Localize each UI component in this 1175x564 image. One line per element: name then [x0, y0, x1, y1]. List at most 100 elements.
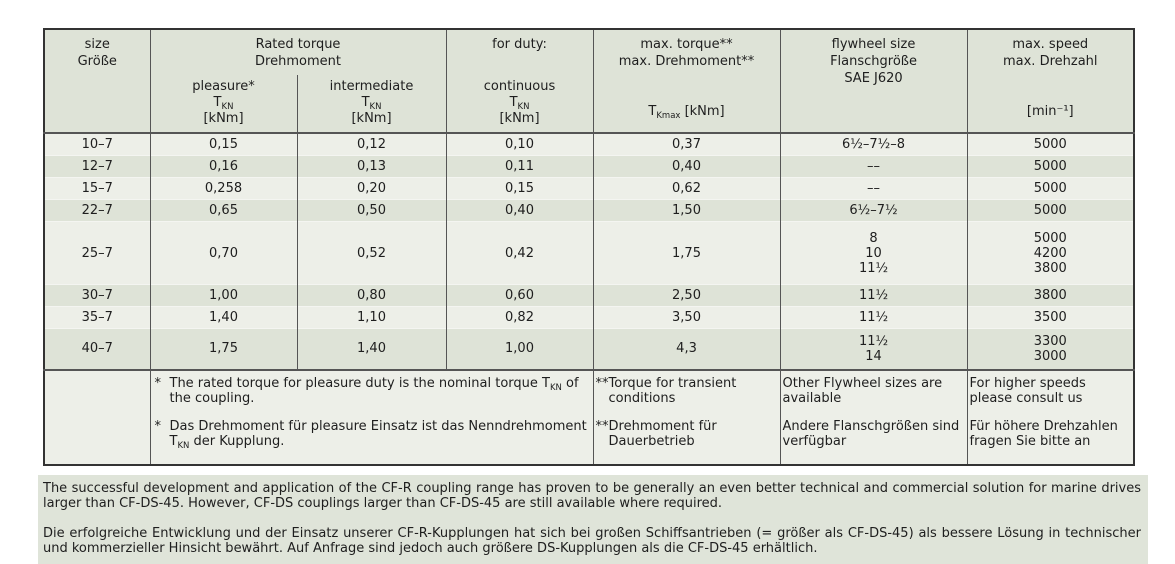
- footnote-text-pre: Das Drehmoment für pleasure Einsatz ist …: [169, 418, 587, 449]
- size-header-lines: size Größe: [45, 30, 149, 70]
- cell-max-speed: 3800: [966, 284, 1135, 307]
- cell-intermediate-torque: 1,10: [296, 306, 447, 329]
- cell-pleasure-torque: 0,15: [149, 133, 298, 156]
- coupling-spec-table: size Größe Rated torque Drehmoment for d…: [43, 28, 1136, 466]
- continuous-subheader-lines: continuous TKN [kNm]: [447, 75, 592, 127]
- note-paragraph-de: Die erfolgreiche Entwicklung und der Ein…: [43, 525, 1141, 557]
- pleasure-unit: [kNm]: [203, 111, 244, 126]
- flywheel-header-lines: flywheel size Flanschgröße SAE J620: [781, 30, 966, 87]
- cell-intermediate-torque: 0,20: [296, 177, 447, 200]
- cell-pleasure-torque: 1,00: [149, 284, 298, 307]
- cell-continuous-torque: 0,11: [445, 155, 594, 178]
- cell-max-torque: 2,50: [592, 284, 781, 307]
- cell-flywheel-size: ––: [779, 155, 968, 178]
- flywheel-label-de: Flanschgröße: [830, 54, 917, 69]
- footnote-flywheel: Other Flywheel sizes are available Ander…: [779, 368, 968, 465]
- cell-max-torque: 4,3: [592, 328, 781, 370]
- cell-size: 15–7: [43, 177, 151, 200]
- size-label-en: size: [84, 37, 110, 52]
- footnote-flywheel-en: Other Flywheel sizes are available: [782, 375, 943, 406]
- symbol-subscript: KN: [221, 102, 234, 112]
- footnote-text: The rated torque for pleasure duty is th…: [170, 376, 590, 406]
- footnote-text: Drehmoment für Dauerbetrieb: [608, 418, 717, 449]
- footnote-rated-de: * Das Drehmoment für pleasure Einsatz is…: [153, 418, 590, 451]
- cell-flywheel-size: 8 10 11½: [779, 221, 968, 285]
- cell-intermediate-torque: 0,80: [296, 284, 447, 307]
- max-torque-label-de: max. Drehmoment**: [618, 54, 755, 69]
- continuous-unit: [kNm]: [499, 111, 540, 126]
- table-row: 25–7 0,70 0,52 0,42 1,75 8 10 11½ 5000 4…: [43, 221, 1135, 285]
- header-row-sub: pleasure* TKN [kNm] intermediate TKN [kN…: [44, 75, 1134, 134]
- col-header-size: size Größe: [43, 29, 151, 134]
- footnote-subscript: KN: [549, 382, 562, 393]
- cell-intermediate-torque: 0,13: [296, 155, 447, 178]
- torque-symbol-subscript: Kmax: [656, 111, 681, 121]
- cell-pleasure-torque: 0,70: [149, 221, 298, 285]
- footnote-row: * The rated torque for pleasure duty is …: [43, 368, 1135, 465]
- cell-flywheel-size: 11½: [779, 284, 968, 307]
- cell-intermediate-torque: 0,52: [296, 221, 447, 285]
- table-row: 40–7 1,75 1,40 1,00 4,3 11½ 14 3300 3000: [43, 328, 1135, 370]
- footnote-max-torque: ** Torque for transient conditions ** Dr…: [592, 368, 781, 465]
- cell-continuous-torque: 0,10: [445, 133, 594, 156]
- footnote-speed: For higher speeds please consult us Für …: [966, 368, 1135, 465]
- cell-intermediate-torque: 1,40: [296, 328, 447, 370]
- cell-continuous-torque: 0,42: [445, 221, 594, 285]
- intermediate-unit: [kNm]: [351, 111, 392, 126]
- cell-max-torque: 0,37: [592, 133, 781, 156]
- torque-symbol-base: T: [648, 104, 657, 119]
- cell-max-speed: 3300 3000: [966, 328, 1135, 370]
- cell-max-speed: 5000: [966, 133, 1135, 156]
- max-speed-header-lines: max. speed max. Drehzahl: [968, 30, 1133, 70]
- symbol-base: T: [361, 95, 370, 110]
- footnote-text: Das Drehmoment für pleasure Einsatz ist …: [169, 418, 590, 451]
- pleasure-label: pleasure*: [192, 79, 255, 94]
- cell-size: 30–7: [43, 284, 151, 307]
- cell-max-torque: 0,40: [592, 155, 781, 178]
- cell-flywheel-size: 11½ 14: [779, 328, 968, 370]
- cell-intermediate-torque: 0,12: [296, 133, 447, 156]
- size-label-de: Größe: [77, 54, 117, 69]
- flywheel-standard: SAE J620: [844, 71, 903, 86]
- rated-torque-label-de: Drehmoment: [255, 54, 341, 69]
- notes-block: The successful development and applicati…: [38, 474, 1148, 564]
- subheader-intermediate: intermediate TKN [kNm]: [296, 75, 447, 134]
- col-header-flywheel: flywheel size Flanschgröße SAE J620: [779, 29, 968, 134]
- cell-continuous-torque: 0,82: [445, 306, 594, 329]
- table-header: size Größe Rated torque Drehmoment for d…: [43, 29, 1135, 134]
- table-row: 22–7 0,65 0,50 0,40 1,50 6½–7½ 5000: [43, 199, 1135, 222]
- continuous-symbol: TKN: [447, 95, 592, 111]
- footnote-max-torque-en: ** Torque for transient conditions: [596, 376, 777, 406]
- rated-torque-header-lines: Rated torque Drehmoment: [151, 30, 445, 70]
- footnote-rated-torque: * The rated torque for pleasure duty is …: [149, 368, 594, 465]
- rated-torque-label-en: Rated torque: [255, 37, 341, 52]
- cell-flywheel-size: 6½–7½: [779, 199, 968, 222]
- for-duty-label: for duty:: [492, 37, 547, 52]
- subheader-continuous: continuous TKN [kNm]: [445, 75, 594, 134]
- max-speed-label-en: max. speed: [1012, 37, 1089, 52]
- cell-flywheel-size: ––: [779, 177, 968, 200]
- footnote-subscript: KN: [177, 440, 190, 451]
- symbol-subscript: KN: [369, 102, 382, 112]
- footnote-speed-en: For higher speeds please consult us: [969, 375, 1086, 406]
- cell-pleasure-torque: 1,75: [149, 328, 298, 370]
- cell-size: 40–7: [43, 328, 151, 370]
- continuous-label: continuous: [483, 79, 556, 94]
- max-speed-unit: [min⁻¹]: [1026, 104, 1074, 119]
- footnote-marker: **: [595, 375, 609, 391]
- cell-continuous-torque: 0,40: [445, 199, 594, 222]
- footnote-max-torque-de: ** Drehmoment für Dauerbetrieb: [596, 419, 777, 449]
- table-row: 35–7 1,40 1,10 0,82 3,50 11½ 3500: [43, 306, 1135, 329]
- footnote-text-post: der Kupplung.: [189, 433, 285, 449]
- footnote-empty-cell: [43, 368, 151, 465]
- flywheel-label-en: flywheel size: [831, 37, 916, 52]
- pleasure-symbol: TKN: [151, 95, 296, 112]
- torque-unit: [kNm]: [680, 104, 725, 119]
- cell-size: 12–7: [43, 155, 151, 178]
- footnote-text-pre: The rated torque for pleasure duty is th…: [169, 375, 550, 391]
- cell-max-torque: 0,62: [592, 177, 781, 200]
- intermediate-symbol: TKN: [298, 95, 445, 112]
- footnote-text: Torque for transient conditions: [608, 375, 737, 406]
- intermediate-subheader-lines: intermediate TKN [kNm]: [298, 75, 445, 127]
